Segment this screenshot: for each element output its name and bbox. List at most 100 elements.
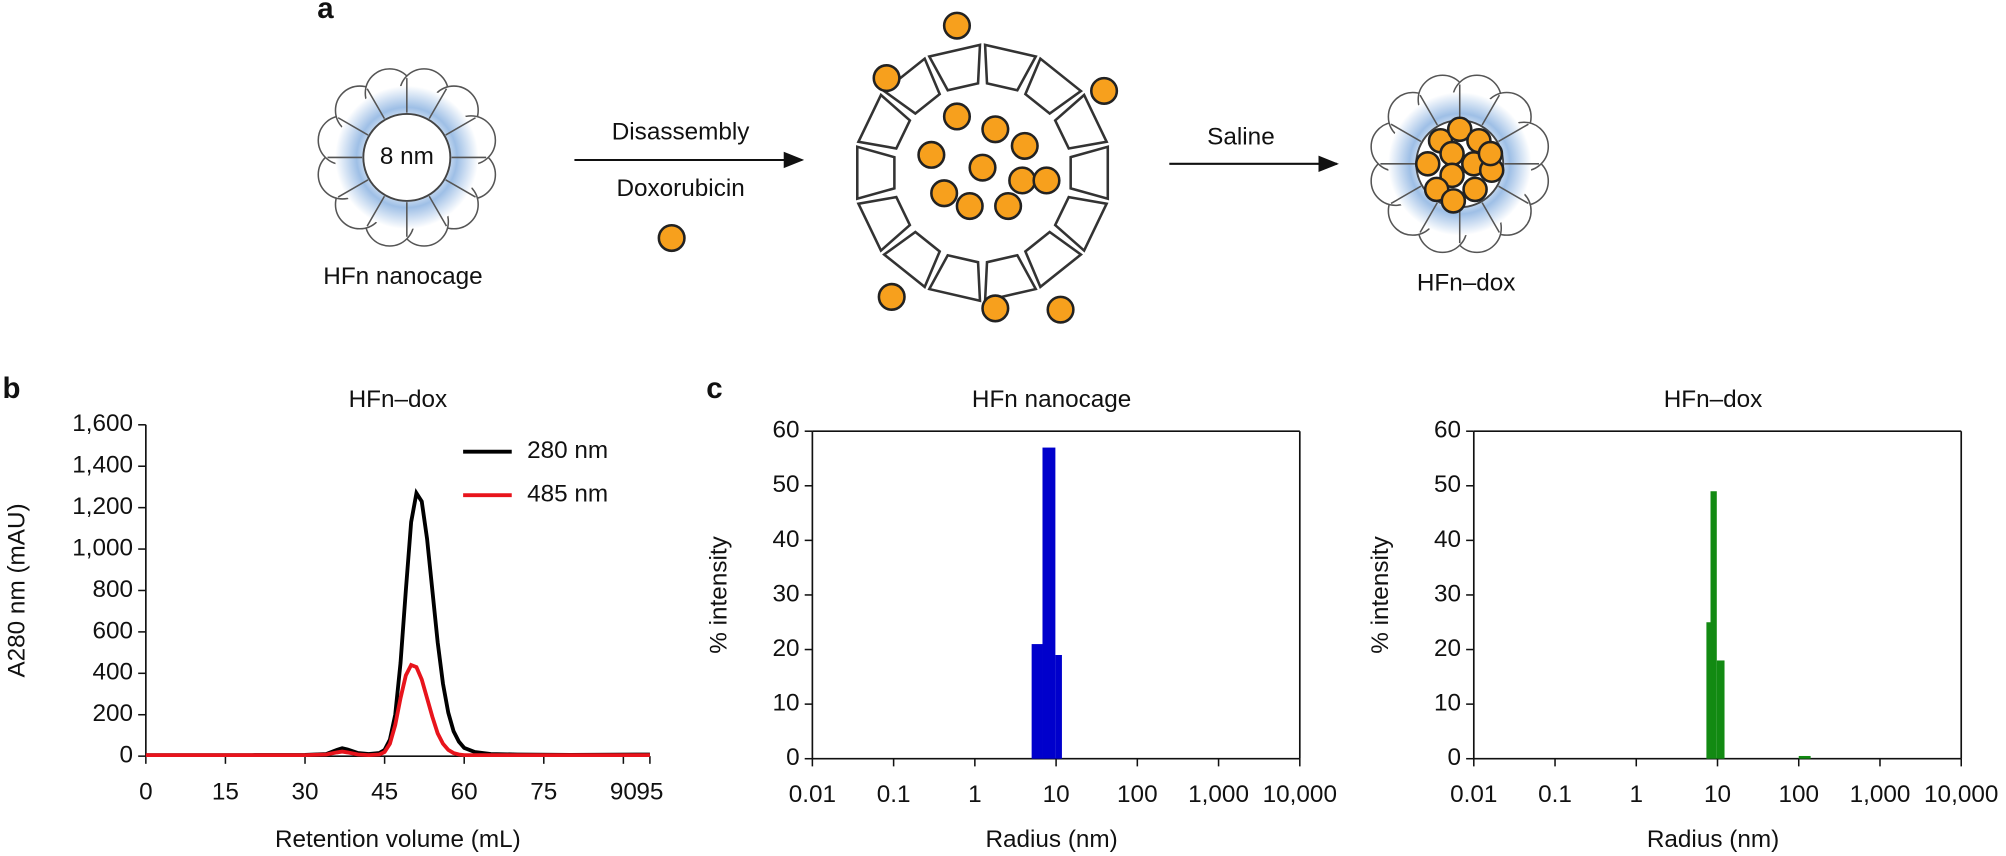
cage-divider xyxy=(366,195,386,227)
y-tick-label: 40 xyxy=(773,526,800,553)
subunit xyxy=(882,230,942,289)
cage-divider xyxy=(445,117,476,136)
x-tick-label: 1 xyxy=(968,781,982,808)
y-tick-label: 1,000 xyxy=(72,534,133,561)
x-tick-label: 0.01 xyxy=(789,781,836,808)
cage-label: HFn nanocage xyxy=(323,263,482,290)
doxorubicin xyxy=(1089,76,1119,105)
cage-divider xyxy=(1419,94,1438,126)
doxorubicin xyxy=(877,282,906,311)
x-axis-label: Radius (nm) xyxy=(985,826,1117,853)
subunit xyxy=(927,253,982,303)
x-tick-label: 0.01 xyxy=(1450,781,1497,808)
cage-divider xyxy=(445,179,476,198)
step-label: Saline xyxy=(1207,124,1275,151)
x-tick-label: 95 xyxy=(636,779,663,806)
y-tick-label: 20 xyxy=(1434,635,1461,662)
doxorubicin xyxy=(1008,166,1037,195)
y-tick-label: 1,200 xyxy=(72,493,133,520)
y-tick-label: 200 xyxy=(93,700,134,727)
doxorubicin xyxy=(981,294,1010,323)
y-tick-label: 1,400 xyxy=(72,452,133,479)
y-tick-label: 50 xyxy=(773,471,800,498)
x-tick-label: 30 xyxy=(292,779,319,806)
histogram-bar xyxy=(1706,622,1711,759)
line-series xyxy=(145,662,650,758)
doxorubicin xyxy=(1046,295,1075,324)
doxorubicin xyxy=(994,191,1023,221)
x-tick-label: 0.1 xyxy=(877,781,911,808)
cage-core xyxy=(362,112,452,202)
doxorubicin xyxy=(657,223,686,253)
y-tick-label: 30 xyxy=(1434,580,1461,607)
x-tick-label: 15 xyxy=(212,779,239,806)
x-tick-label: 60 xyxy=(451,779,478,806)
doxorubicin xyxy=(968,153,997,182)
chart-title: HFn–dox xyxy=(1664,386,1763,413)
x-tick-label: 45 xyxy=(371,779,398,806)
x-axis-label: Retention volume (mL) xyxy=(275,826,521,853)
y-tick-label: 0 xyxy=(1447,744,1461,771)
cage-divider xyxy=(366,88,386,120)
doxorubicin xyxy=(1439,140,1465,167)
x-tick-label: 100 xyxy=(1778,781,1819,808)
doxorubicin xyxy=(955,191,984,221)
doxorubicin xyxy=(942,11,972,40)
subunit xyxy=(1053,92,1109,150)
cage-label: HFn–dox xyxy=(1417,269,1516,296)
x-tick-label: 1,000 xyxy=(1188,781,1249,808)
y-axis-label: % intensity xyxy=(1367,535,1394,653)
y-axis-label: A280 nm (mAU) xyxy=(3,503,30,677)
cage-divider xyxy=(1481,94,1501,126)
histogram-bar xyxy=(1798,755,1811,759)
x-tick-label: 75 xyxy=(530,779,557,806)
histogram-bar xyxy=(1042,447,1056,759)
cage-divider xyxy=(1481,202,1501,233)
x-tick-label: 1 xyxy=(1630,781,1644,808)
panel-label: a xyxy=(317,0,334,25)
y-tick-label: 800 xyxy=(93,576,134,603)
x-tick-label: 10,000 xyxy=(1924,781,1998,808)
cage-divider xyxy=(1498,123,1529,143)
doxorubicin xyxy=(981,115,1010,144)
x-tick-label: 0.1 xyxy=(1538,781,1572,808)
y-tick-label: 0 xyxy=(786,744,800,771)
x-tick-label: 10,000 xyxy=(1263,781,1337,808)
y-tick-label: 20 xyxy=(773,635,800,662)
cage-divider xyxy=(428,195,448,227)
histogram-bar xyxy=(1031,644,1043,759)
line-series xyxy=(145,488,650,758)
y-tick-label: 0 xyxy=(120,742,134,769)
x-tick-label: 100 xyxy=(1117,781,1158,808)
cage-divider xyxy=(1390,123,1422,143)
panel-label: b xyxy=(3,372,21,405)
doxorubicin xyxy=(1032,166,1061,195)
x-tick-label: 10 xyxy=(1704,781,1731,808)
doxorubicin xyxy=(917,140,946,169)
subunit xyxy=(1023,230,1084,289)
x-tick-label: 10 xyxy=(1043,781,1070,808)
cage-divider xyxy=(1390,185,1422,205)
x-axis-label: Radius (nm) xyxy=(1647,826,1779,853)
histogram-bar xyxy=(1716,660,1725,759)
y-tick-label: 60 xyxy=(1434,417,1461,444)
cage-divider xyxy=(1419,202,1438,233)
doxorubicin xyxy=(942,102,972,131)
panel-label: c xyxy=(706,372,722,405)
doxorubicin xyxy=(1462,176,1488,203)
x-tick-label: 0 xyxy=(139,779,153,806)
subunit xyxy=(1053,195,1109,253)
cage-divider xyxy=(337,179,369,198)
subunit xyxy=(1023,56,1084,116)
subunit xyxy=(927,43,982,92)
doxorubicin xyxy=(1414,151,1441,177)
doxorubicin xyxy=(1446,116,1473,143)
y-tick-label: 60 xyxy=(773,417,800,444)
histogram-bar xyxy=(1710,491,1717,759)
step-label: Doxorubicin xyxy=(616,175,744,202)
subunit xyxy=(856,195,912,253)
subunit xyxy=(856,145,896,201)
chart-title: HFn–dox xyxy=(349,386,448,413)
y-tick-label: 10 xyxy=(1434,690,1461,717)
